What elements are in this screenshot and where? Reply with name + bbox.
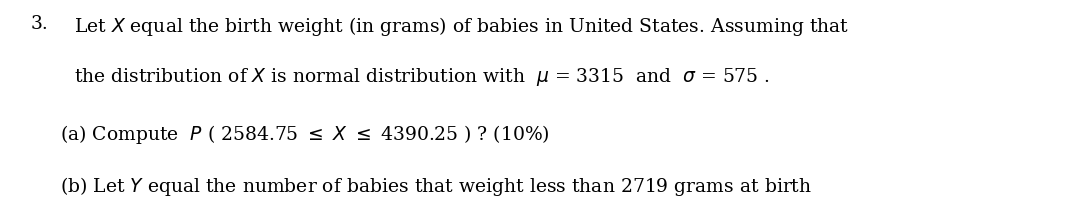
Text: (b) Let $Y$ equal the number of babies that weight less than 2719 grams at birth: (b) Let $Y$ equal the number of babies t… xyxy=(60,175,812,198)
Text: 3.: 3. xyxy=(31,15,48,33)
Text: the distribution of $X$ is normal distribution with  $\mu$ = 3315  and  $\sigma$: the distribution of $X$ is normal distri… xyxy=(74,66,770,88)
Text: Let $X$ equal the birth weight (in grams) of babies in United States. Assuming t: Let $X$ equal the birth weight (in grams… xyxy=(74,15,850,38)
Text: (a) Compute  $P$ ( 2584.75 $\leq$ $X$ $\leq$ 4390.25 ) ? (10%): (a) Compute $P$ ( 2584.75 $\leq$ $X$ $\l… xyxy=(60,123,550,146)
